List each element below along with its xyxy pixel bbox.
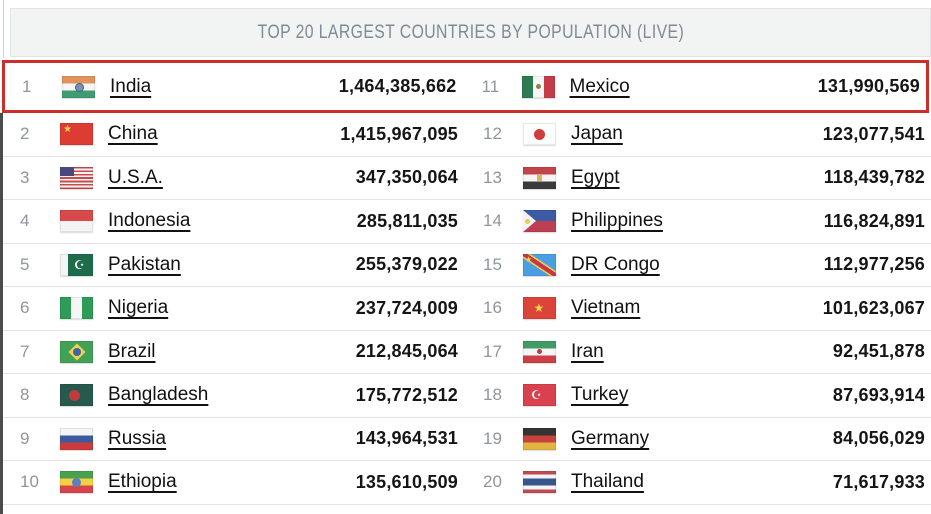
country-link-india[interactable]: India — [110, 75, 152, 97]
country-link-brazil[interactable]: Brazil — [108, 340, 156, 362]
population-cell: 87,693,914 — [832, 384, 925, 405]
rank-cell: 14 — [483, 211, 502, 231]
table-row: 1 India 1,464,385,662 — [5, 63, 466, 110]
rank-cell: 17 — [483, 341, 502, 361]
rank-cell: 18 — [483, 385, 502, 405]
rank-cell: 1 — [22, 76, 32, 96]
highlight-box: 1 India 1,464,385,662 11 Mexico 131,990,… — [2, 60, 929, 113]
population-cell: 112,977,256 — [823, 254, 925, 275]
philippines-flag-icon — [523, 210, 556, 233]
indonesia-flag-icon — [60, 210, 93, 233]
country-link-japan[interactable]: Japan — [571, 123, 623, 145]
rank-cell: 16 — [483, 298, 502, 318]
table-row: 2 China 1,415,967,095 12 Japan 123,077,5… — [3, 113, 931, 157]
rank-cell: 13 — [483, 167, 502, 187]
rank-cell: 12 — [483, 124, 502, 144]
vietnam-flag-icon — [523, 297, 556, 320]
brazil-flag-icon — [60, 340, 93, 363]
population-cell: 237,724,009 — [355, 297, 458, 318]
population-cell: 135,610,509 — [355, 471, 458, 492]
table-body: 2 China 1,415,967,095 12 Japan 123,077,5… — [3, 113, 931, 505]
usa-flag-icon — [60, 166, 93, 189]
country-link-turkey[interactable]: Turkey — [571, 384, 629, 406]
country-link-pakistan[interactable]: Pakistan — [108, 253, 181, 275]
country-link-dr-congo[interactable]: DR Congo — [571, 253, 660, 275]
population-cell: 101,623,067 — [822, 297, 925, 318]
mexico-flag-icon — [521, 75, 555, 98]
country-link-mexico[interactable]: Mexico — [569, 75, 630, 97]
rank-cell: 4 — [20, 211, 30, 231]
table-row: 3 U.S.A. 347,350,064 13 Egypt 118,439,78… — [3, 157, 931, 200]
population-cell: 123,077,541 — [822, 123, 925, 144]
country-link-bangladesh[interactable]: Bangladesh — [108, 384, 209, 406]
population-cell: 175,772,512 — [355, 384, 458, 405]
country-link-thailand[interactable]: Thailand — [571, 471, 644, 493]
rank-cell: 11 — [481, 76, 500, 96]
table-row: 6 Nigeria 237,724,009 16 Vietnam 101,623… — [3, 287, 931, 331]
table-header: TOP 20 LARGEST COUNTRIES BY POPULATION (… — [10, 8, 931, 57]
dr-congo-flag-icon — [523, 253, 556, 276]
rank-cell: 15 — [483, 254, 502, 274]
egypt-flag-icon — [523, 166, 556, 189]
population-cell: 71,617,933 — [832, 471, 925, 492]
population-cell: 285,811,035 — [356, 210, 458, 231]
country-link-indonesia[interactable]: Indonesia — [108, 210, 191, 232]
population-cell: 1,464,385,662 — [338, 76, 457, 96]
population-cell: 347,350,064 — [355, 167, 458, 188]
country-link-iran[interactable]: Iran — [571, 340, 604, 362]
rank-cell: 3 — [20, 167, 30, 187]
country-link-russia[interactable]: Russia — [108, 427, 167, 449]
table-row: 4 Indonesia 285,811,035 14 Philippines 1… — [3, 200, 931, 244]
india-flag-icon — [62, 75, 95, 98]
country-link-ethiopia[interactable]: Ethiopia — [108, 471, 177, 493]
rank-cell: 5 — [20, 254, 30, 274]
page-left-border-top — [3, 0, 4, 58]
rank-cell: 7 — [20, 341, 30, 361]
table-row: 5 Pakistan 255,379,022 15 DR Congo 112,9… — [3, 244, 931, 287]
table-row: 9 Russia 143,964,531 19 Germany 84,056,0… — [3, 418, 931, 461]
table-row: 7 Brazil 212,845,064 17 Iran 92,451,878 — [3, 331, 931, 374]
japan-flag-icon — [523, 123, 556, 146]
germany-flag-icon — [523, 427, 556, 450]
table-row: 10 Ethiopia 135,610,509 20 Thailand 71,6… — [3, 461, 931, 505]
country-link-china[interactable]: China — [108, 123, 158, 145]
china-flag-icon — [60, 123, 93, 146]
rank-cell: 8 — [20, 385, 30, 405]
country-link-nigeria[interactable]: Nigeria — [108, 297, 169, 319]
russia-flag-icon — [60, 427, 93, 450]
rank-cell: 20 — [483, 472, 502, 492]
rank-cell: 2 — [20, 124, 30, 144]
population-cell: 116,824,891 — [823, 210, 925, 231]
country-link-philippines[interactable]: Philippines — [571, 210, 663, 232]
page-left-border — [0, 113, 3, 514]
iran-flag-icon — [523, 340, 556, 363]
table-row: 8 Bangladesh 175,772,512 18 Turkey 87,69… — [3, 374, 931, 418]
table-row: 11 Mexico 131,990,569 — [466, 63, 927, 110]
country-link-usa[interactable]: U.S.A. — [108, 166, 163, 188]
rank-cell: 9 — [20, 428, 30, 448]
page-title: TOP 20 LARGEST COUNTRIES BY POPULATION (… — [257, 21, 684, 43]
population-cell: 212,845,064 — [355, 341, 458, 362]
thailand-flag-icon — [523, 471, 556, 494]
population-cell: 1,415,967,095 — [340, 123, 458, 144]
rank-cell: 19 — [483, 428, 502, 448]
country-link-germany[interactable]: Germany — [571, 427, 650, 449]
pakistan-flag-icon — [60, 253, 93, 276]
country-link-egypt[interactable]: Egypt — [571, 166, 620, 188]
population-cell: 118,439,782 — [823, 167, 925, 188]
rank-cell: 6 — [20, 298, 30, 318]
nigeria-flag-icon — [60, 297, 93, 320]
country-link-vietnam[interactable]: Vietnam — [571, 297, 641, 319]
rank-cell: 10 — [20, 472, 39, 492]
population-cell: 131,990,569 — [817, 76, 920, 96]
bangladesh-flag-icon — [60, 384, 93, 407]
population-cell: 255,379,022 — [355, 254, 458, 275]
ethiopia-flag-icon — [60, 471, 93, 494]
population-cell: 143,964,531 — [355, 428, 458, 449]
population-cell: 84,056,029 — [832, 428, 925, 449]
population-cell: 92,451,878 — [832, 341, 925, 362]
turkey-flag-icon — [523, 384, 556, 407]
